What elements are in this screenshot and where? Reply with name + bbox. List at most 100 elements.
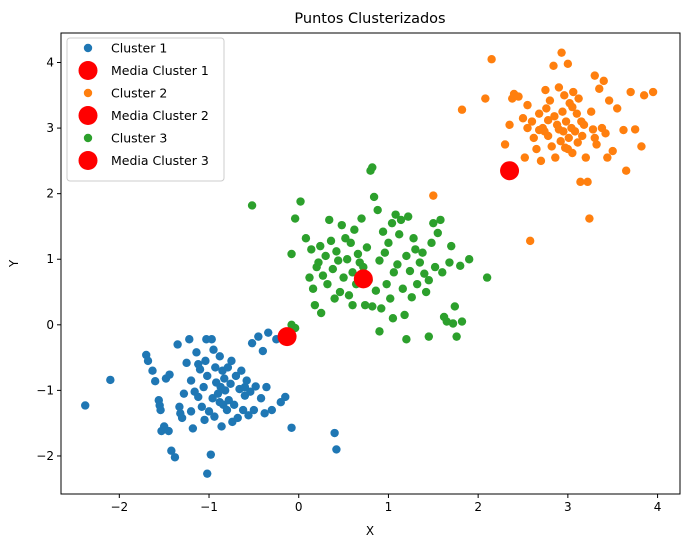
media-cluster-3-point — [353, 269, 373, 289]
legend-marker — [83, 88, 93, 98]
cluster-2-point — [637, 142, 646, 151]
cluster-1-point — [240, 382, 250, 392]
cluster-3-point — [314, 258, 323, 267]
cluster-3-point — [348, 300, 357, 310]
cluster-3-point — [353, 249, 363, 259]
cluster-3-point — [371, 286, 381, 295]
cluster-3-point — [369, 192, 379, 202]
legend-marker — [78, 61, 98, 80]
cluster-1-point — [201, 356, 210, 366]
cluster-2-point — [585, 214, 594, 223]
cluster-1-point — [164, 426, 173, 436]
cluster-1-point — [330, 428, 339, 438]
chart-title: Puntos Clusterizados — [294, 11, 445, 27]
cluster-1-point — [186, 407, 196, 416]
cluster-3-point — [418, 248, 427, 257]
cluster-1-point — [203, 371, 212, 381]
cluster-2-point — [556, 137, 565, 146]
y-axis: −2 −1 0 1 2 3 4 — [36, 56, 61, 463]
cluster-2-point — [547, 142, 556, 151]
cluster-3-point — [332, 247, 341, 256]
cluster-3-point — [330, 294, 339, 303]
cluster-3-point — [447, 241, 456, 251]
cluster-3-point — [384, 238, 393, 248]
cluster-1-point — [215, 352, 224, 361]
cluster-3-point — [342, 255, 352, 264]
cluster-1-point — [170, 453, 180, 462]
cluster-3-point — [415, 258, 425, 267]
cluster-1-point — [143, 356, 153, 366]
cluster-3-point — [350, 225, 359, 234]
cluster-3-point — [310, 300, 320, 310]
legend-marker — [83, 133, 93, 143]
media-cluster-2-point — [500, 161, 520, 181]
x-tick-label: 2 — [474, 500, 482, 514]
cluster-1-point — [238, 405, 248, 415]
cluster-3-point — [373, 205, 382, 215]
cluster-3-point — [433, 228, 442, 238]
cluster-1-point — [207, 335, 216, 344]
cluster-2-point — [529, 133, 538, 143]
cluster-2-point — [542, 104, 551, 113]
cluster-3-point — [368, 163, 377, 172]
cluster-3-point — [396, 215, 406, 225]
cluster-1-point — [287, 423, 296, 432]
cluster-3-point — [403, 212, 413, 221]
legend: Cluster 1 Media Cluster 1 Cluster 2 Media C… — [66, 37, 225, 182]
cluster-3-point — [316, 241, 325, 251]
cluster-2-point — [563, 144, 573, 154]
cluster-3-point — [407, 293, 416, 302]
cluster-2-point — [619, 125, 628, 135]
cluster-2-point — [558, 107, 567, 116]
cluster-2-point — [525, 236, 535, 246]
cluster-3-point — [421, 287, 431, 297]
cluster-1-point — [222, 405, 232, 415]
cluster-2-point — [550, 112, 559, 121]
cluster-2-point — [592, 140, 601, 149]
cluster-1-point — [204, 407, 214, 416]
cluster-1-point — [210, 412, 219, 421]
cluster-2-point — [505, 120, 514, 130]
cluster-3-point — [448, 319, 458, 328]
legend-label: Cluster 1 — [111, 41, 167, 56]
x-tick-label: 4 — [654, 500, 662, 514]
cluster-1-point — [332, 445, 341, 454]
cluster-3-point — [457, 317, 467, 326]
cluster-2-point — [577, 117, 586, 126]
y-axis-label: Y — [7, 259, 21, 268]
cluster-1-point — [267, 405, 277, 415]
y-tick-label: −2 — [36, 449, 54, 463]
cluster-3-point — [387, 218, 397, 228]
legend-marker — [83, 43, 93, 53]
cluster-3-point — [409, 234, 418, 243]
cluster-3-point — [359, 262, 368, 272]
legend-marker — [78, 151, 98, 170]
x-tick-label: −1 — [200, 500, 218, 514]
cluster-2-point — [590, 133, 599, 143]
cluster-3-point — [378, 227, 388, 236]
cluster-3-point — [427, 238, 436, 248]
cluster-2-point — [549, 61, 558, 70]
cluster-3-point — [388, 314, 398, 323]
cluster-2-point — [561, 117, 571, 126]
cluster-3-point — [334, 256, 343, 265]
y-tick-label: 0 — [46, 318, 54, 332]
cluster-3-point — [389, 268, 399, 277]
cluster-2-point — [588, 125, 598, 134]
cluster-3-point — [395, 230, 404, 239]
cluster-2-point — [572, 109, 582, 118]
cluster-3-point — [464, 255, 474, 264]
cluster-2-point — [554, 83, 564, 92]
cluster-1-point — [254, 332, 263, 341]
cluster-3-point — [402, 335, 411, 344]
cluster-2-point — [590, 71, 599, 80]
cluster-1-point — [186, 376, 196, 385]
cluster-1-point — [249, 405, 259, 415]
cluster-3-point — [393, 260, 402, 269]
cluster-3-point — [424, 332, 434, 341]
cluster-2-point — [457, 105, 467, 114]
cluster-1-point — [192, 348, 201, 357]
cluster-1-point — [206, 450, 216, 459]
cluster-3-point — [346, 238, 355, 248]
